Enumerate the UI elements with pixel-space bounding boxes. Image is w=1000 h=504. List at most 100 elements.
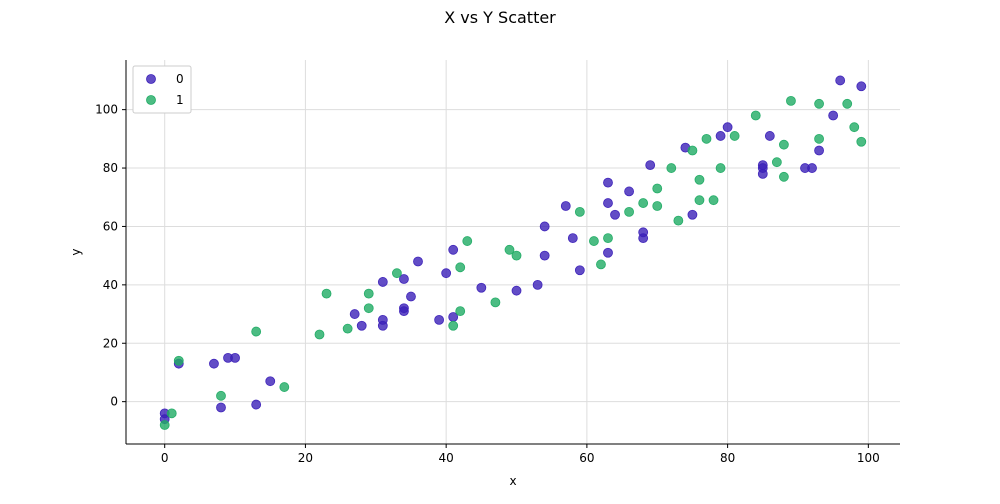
series-1-point-15 xyxy=(462,236,473,246)
series-1-point-8 xyxy=(342,323,353,334)
series-1-point-10 xyxy=(363,303,374,314)
series-0-point-52 xyxy=(856,81,867,92)
y-tick-label-3: 60 xyxy=(103,219,118,233)
series-0-point-16 xyxy=(399,303,409,314)
series-1-point-44 xyxy=(849,122,860,133)
chart-title: X vs Y Scatter xyxy=(444,8,556,27)
legend-marker-0 xyxy=(146,74,156,84)
series-0-point-8 xyxy=(265,376,276,387)
series-1-point-28 xyxy=(673,215,684,226)
x-tick-label-0: 0 xyxy=(161,451,169,465)
series-0-point-11 xyxy=(377,277,388,287)
series-0-point-6 xyxy=(230,352,240,363)
series-0-point-3 xyxy=(209,358,219,369)
ticks: 0 20 40 60 80 100 0 20 40 60 80 100 xyxy=(95,103,880,465)
x-tick-label-2: 40 xyxy=(439,451,454,465)
series-1-point-21 xyxy=(596,259,606,270)
series-0-point-51 xyxy=(835,75,846,86)
x-tick-label-3: 60 xyxy=(579,451,594,465)
series-0-point-26 xyxy=(539,221,550,232)
series-0-points xyxy=(159,75,867,425)
y-tick-label-5: 100 xyxy=(95,103,118,117)
y-tick-label-4: 80 xyxy=(103,161,118,175)
series-0-point-13 xyxy=(377,320,388,331)
x-tick-label-4: 80 xyxy=(720,451,735,465)
series-0-point-20 xyxy=(441,268,452,279)
series-0-point-33 xyxy=(603,247,613,258)
series-1-point-43 xyxy=(842,98,853,109)
series-1-point-12 xyxy=(448,320,459,331)
series-1-point-16 xyxy=(490,297,501,308)
series-0-point-40 xyxy=(687,209,698,220)
series-1-point-33 xyxy=(708,195,719,206)
series-1-point-27 xyxy=(666,163,677,173)
series-0-point-19 xyxy=(434,314,445,325)
series-1-point-34 xyxy=(715,163,726,173)
series-1-point-38 xyxy=(779,139,789,150)
series-0-point-37 xyxy=(638,233,649,244)
legend-label-1: 1 xyxy=(176,93,184,107)
series-1-point-41 xyxy=(814,98,824,109)
data-points xyxy=(159,75,867,430)
series-0-point-38 xyxy=(645,160,656,171)
series-0-point-18 xyxy=(413,256,423,267)
series-1-point-6 xyxy=(314,329,325,340)
series-1-point-25 xyxy=(652,183,663,194)
series-0-point-9 xyxy=(349,309,360,319)
x-axis-label: x xyxy=(509,474,516,488)
series-1-point-9 xyxy=(363,288,374,299)
series-0-point-4 xyxy=(216,402,226,413)
series-0-point-41 xyxy=(715,131,726,141)
series-1-point-29 xyxy=(687,145,698,156)
series-1-points xyxy=(159,95,867,430)
series-0-point-30 xyxy=(574,265,585,276)
series-0-point-25 xyxy=(532,279,543,290)
series-1-point-11 xyxy=(391,268,402,279)
series-1-point-30 xyxy=(694,174,705,185)
legend-label-0: 0 xyxy=(176,72,184,86)
legend-marker-1 xyxy=(146,95,156,105)
series-0-point-10 xyxy=(356,320,367,331)
series-1-point-42 xyxy=(814,133,824,144)
series-0-point-35 xyxy=(624,186,634,197)
series-1-point-3 xyxy=(216,390,226,401)
series-1-point-35 xyxy=(729,131,740,141)
y-tick-label-2: 40 xyxy=(103,278,118,292)
y-tick-label-1: 20 xyxy=(103,336,118,350)
series-1-point-36 xyxy=(750,110,761,121)
series-1-point-31 xyxy=(694,195,705,206)
series-1-point-4 xyxy=(251,326,262,337)
series-1-point-2 xyxy=(173,355,184,366)
series-1-point-0 xyxy=(159,420,170,430)
series-1-point-14 xyxy=(455,306,466,317)
y-axis-label: y xyxy=(69,248,83,255)
series-1-point-5 xyxy=(279,382,290,392)
axes xyxy=(125,60,900,445)
series-0-point-31 xyxy=(603,177,613,188)
series-0-point-49 xyxy=(814,145,824,156)
series-0-point-45 xyxy=(757,168,768,179)
series-0-point-34 xyxy=(610,209,620,220)
series-1-point-37 xyxy=(771,157,782,168)
series-0-point-29 xyxy=(567,233,578,244)
series-1-point-40 xyxy=(786,95,796,106)
series-1-point-23 xyxy=(624,206,634,217)
y-tick-label-0: 0 xyxy=(110,395,118,409)
series-0-point-17 xyxy=(406,291,416,302)
series-0-point-46 xyxy=(764,131,775,141)
series-0-point-24 xyxy=(511,285,522,296)
series-1-point-39 xyxy=(779,171,789,182)
series-1-point-13 xyxy=(455,262,466,273)
series-1-point-17 xyxy=(504,244,515,255)
legend: 01 xyxy=(132,65,192,114)
series-1-point-19 xyxy=(574,206,585,217)
series-1-point-32 xyxy=(701,133,712,144)
series-0-point-27 xyxy=(539,250,550,261)
series-0-point-21 xyxy=(448,244,459,255)
series-0-point-14 xyxy=(399,274,409,284)
series-1-point-20 xyxy=(589,236,599,246)
series-1-point-22 xyxy=(603,233,613,244)
series-0-point-42 xyxy=(722,122,733,133)
